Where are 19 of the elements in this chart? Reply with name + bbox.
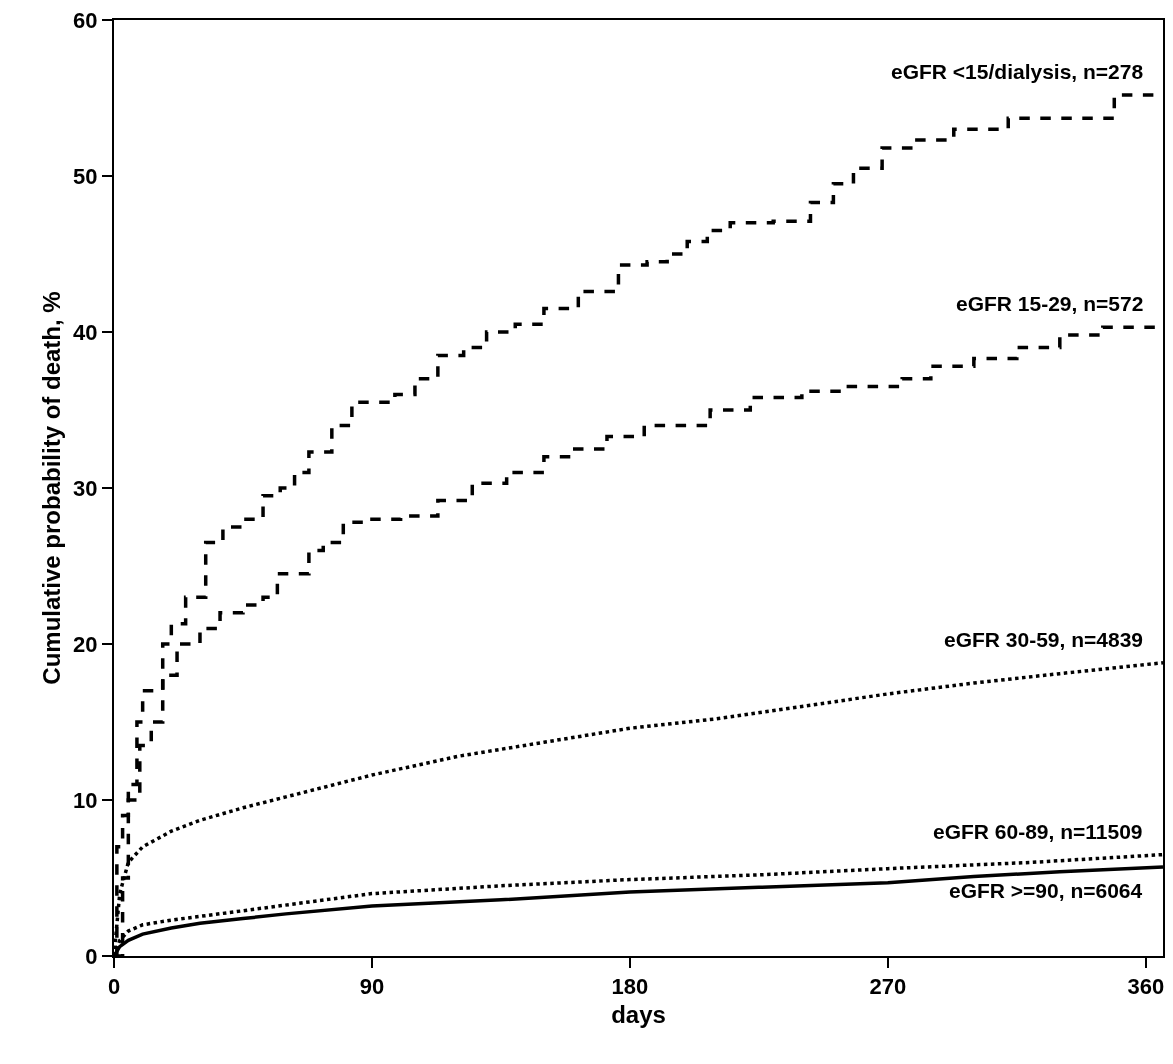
y-tick-label: 40 xyxy=(73,319,98,345)
y-tick-label: 60 xyxy=(73,7,98,33)
series-label: eGFR <15/dialysis, n=278 xyxy=(891,60,1144,83)
y-tick-label: 30 xyxy=(73,475,98,501)
y-tick-label: 10 xyxy=(73,787,98,813)
x-tick-label: 0 xyxy=(107,974,121,1000)
y-tick-label: 20 xyxy=(73,631,98,657)
y-tick-label: 50 xyxy=(73,163,98,189)
x-tick-label: 360 xyxy=(1127,974,1165,1000)
y-tick-label: 0 xyxy=(85,943,98,969)
series-label: eGFR 60-89, n=11509 xyxy=(933,820,1143,843)
series-label: eGFR 30-59, n=4839 xyxy=(944,628,1144,651)
series-label: eGFR >=90, n=6064 xyxy=(949,879,1143,902)
y-axis-title: Cumulative probability of death, % xyxy=(37,291,65,685)
x-tick-label: 90 xyxy=(359,974,385,1000)
x-tick-label: 270 xyxy=(869,974,907,1000)
x-axis-title: days xyxy=(611,1001,666,1029)
x-tick-label: 180 xyxy=(611,974,649,1000)
series-label: eGFR 15-29, n=572 xyxy=(956,292,1144,315)
